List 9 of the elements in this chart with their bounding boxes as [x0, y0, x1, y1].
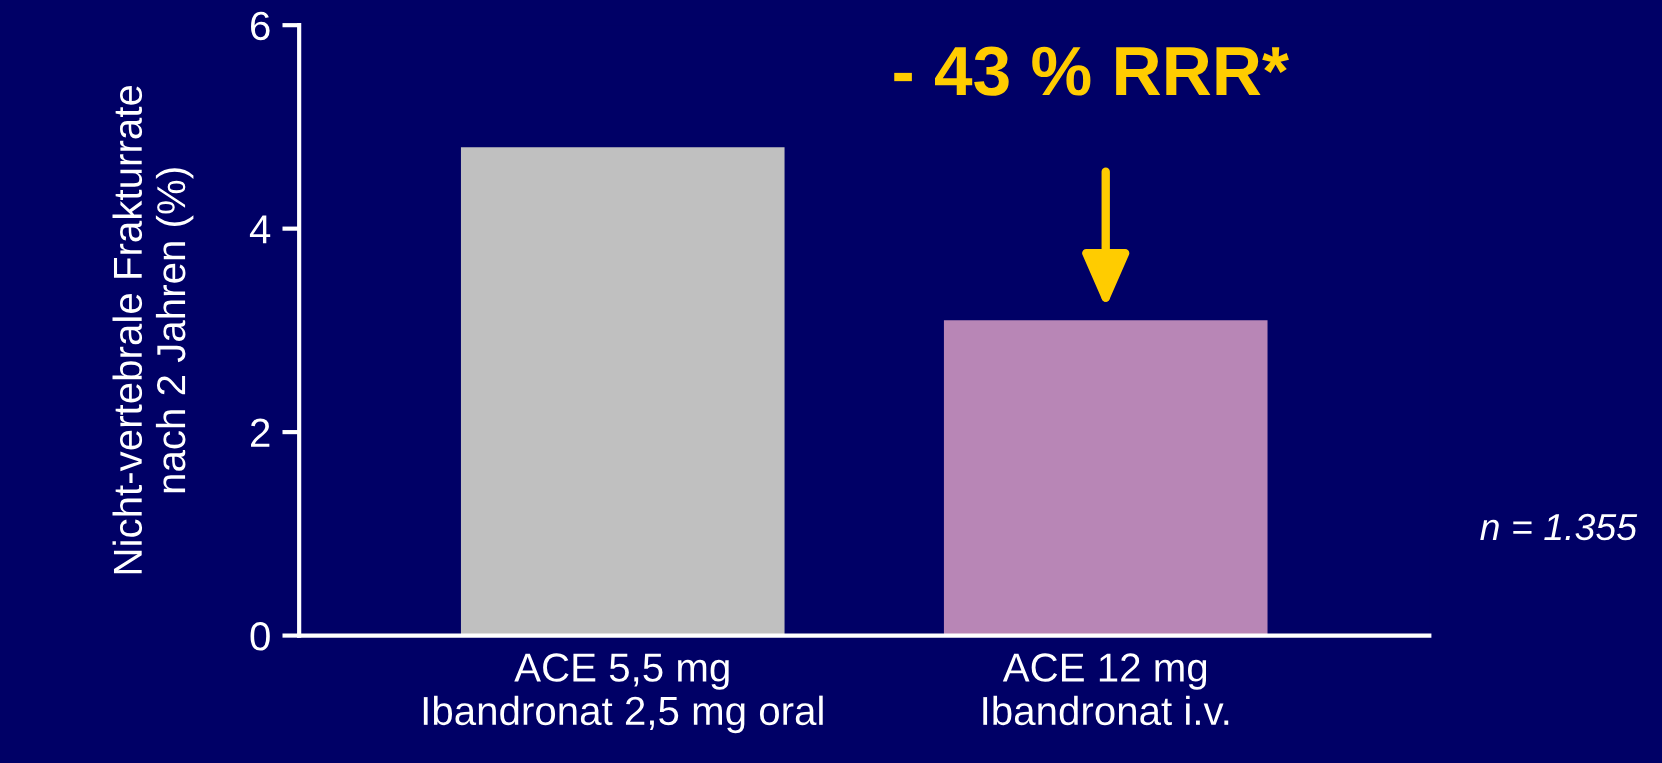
y-tick-label: 0	[250, 622, 270, 651]
x-tick-label: ACE 12 mg Ibandronat i.v.	[983, 653, 1229, 726]
x-tick-label: ACE 5,5 mg Ibandronat 2,5 mg oral	[423, 653, 823, 734]
y-tick-label: 4	[249, 215, 271, 244]
y-tick-label: 2	[251, 418, 270, 447]
y-tick-label: 6	[251, 11, 270, 41]
y-axis-title: Nicht-vertebrale Frakturrate nach 2 Jahren (%)	[112, 85, 194, 574]
annotation: - 43 % RRR*	[894, 46, 1289, 96]
text: n = 1.355	[1480, 513, 1638, 541]
